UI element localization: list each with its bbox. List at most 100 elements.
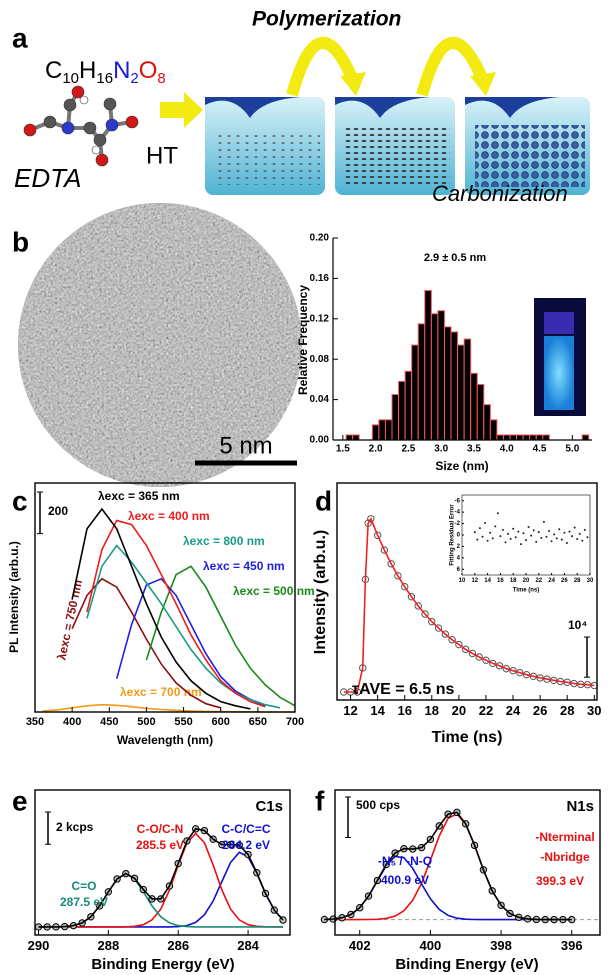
- bar: [411, 344, 419, 441]
- data-point: [522, 532, 525, 535]
- bar: [443, 326, 452, 441]
- data-point: [509, 666, 517, 675]
- legend-label: λexc = 750 nm: [54, 578, 85, 661]
- x-tick-label: 16: [397, 703, 411, 718]
- atom: [125, 115, 139, 129]
- x-tick-label: 30: [587, 578, 594, 584]
- x-tick-label: 500: [137, 716, 155, 728]
- scale-bar-label: 500 cps: [356, 798, 400, 812]
- data-point: [499, 535, 502, 538]
- bar: [384, 419, 393, 441]
- data-point: [491, 537, 494, 540]
- x-tick-label: 4.5: [533, 444, 547, 455]
- data-point: [473, 531, 476, 534]
- atom: [43, 115, 57, 129]
- y-tick-label: 6: [457, 567, 461, 573]
- data-point: [434, 624, 443, 632]
- data-point: [495, 662, 504, 670]
- process-boxes: [205, 97, 590, 195]
- series-line: [324, 811, 572, 921]
- data-point: [527, 526, 530, 528]
- plot-frame: [334, 789, 601, 936]
- data-point: [571, 535, 574, 538]
- x-tick-label: 550: [174, 716, 192, 728]
- x-tick-label: 28: [560, 703, 574, 718]
- data-point: [563, 531, 566, 534]
- formula-part: O: [139, 57, 158, 84]
- data-point: [509, 538, 512, 540]
- data-point: [581, 539, 584, 542]
- bar: [430, 313, 439, 441]
- x-tick-label: 286: [167, 938, 189, 953]
- bar: [378, 419, 386, 441]
- series-line: [86, 544, 281, 709]
- atom: [71, 85, 85, 99]
- y-tick-label: -4: [455, 510, 461, 516]
- bar: [391, 394, 400, 441]
- bar: [496, 434, 504, 441]
- data-point: [489, 531, 492, 534]
- series-line: [145, 565, 296, 707]
- data-point: [401, 582, 409, 591]
- y-tick-label: 4: [457, 555, 461, 561]
- series-line: [38, 827, 284, 928]
- tem-noise: [18, 203, 302, 487]
- peak-label: 400.9 eV: [381, 873, 429, 887]
- bar: [345, 434, 354, 441]
- data-point: [537, 531, 540, 534]
- x-tick-label: 10: [459, 578, 466, 584]
- data-point: [540, 536, 543, 539]
- data-point: [532, 529, 535, 532]
- bar: [483, 404, 491, 441]
- atom: [105, 118, 119, 132]
- annotation: τAVE = 6.5 ns: [352, 681, 455, 698]
- x-tick-label: 14: [370, 703, 385, 718]
- data-point: [461, 645, 470, 654]
- data-point: [455, 640, 463, 649]
- x-tick-label: 12: [471, 578, 478, 584]
- y-axis-label: Fitting Residual Error: [450, 504, 456, 566]
- y-tick-label: 0.12: [310, 313, 330, 324]
- scale-bar-label: 10⁴: [568, 618, 587, 632]
- bar: [450, 331, 459, 441]
- x-tick-label: 22: [479, 703, 493, 718]
- x-tick-label: 600: [212, 716, 230, 728]
- bar: [529, 434, 537, 441]
- arrow: [160, 92, 203, 128]
- x-tick-label: 2.5: [401, 444, 415, 455]
- data-point: [380, 546, 389, 554]
- y-tick-label: 0.04: [310, 394, 330, 405]
- polymers: [345, 125, 450, 185]
- peak-label: -Nterminal: [535, 830, 594, 844]
- data-point: [507, 532, 510, 535]
- plot-frame: [336, 482, 598, 701]
- peak-label: -Nbridge: [540, 850, 590, 864]
- x-tick-label: 20: [523, 578, 530, 584]
- x-tick-label: 30: [587, 703, 601, 718]
- formula-part: N: [113, 57, 130, 84]
- x-tick-label: 700: [286, 716, 304, 728]
- panel-label: d: [315, 485, 332, 516]
- data-point: [550, 540, 553, 543]
- panel-label: e: [12, 785, 28, 816]
- x-tick-label: 18: [425, 703, 439, 718]
- x-axis-label: Time (ns): [513, 588, 540, 594]
- x-axis-label: Time (ns): [432, 729, 503, 746]
- y-tick-label: 0.16: [310, 273, 330, 284]
- spectrum-title: N1s: [566, 798, 594, 815]
- step-label: Carbonization: [432, 181, 568, 206]
- data-point: [565, 542, 568, 544]
- x-tick-label: 12: [343, 703, 357, 718]
- x-tick-label: 26: [533, 703, 547, 718]
- atom: [91, 145, 101, 155]
- series-line: [86, 519, 266, 708]
- data-point: [489, 659, 497, 668]
- data-point: [394, 572, 402, 580]
- x-tick-label: 4.0: [500, 444, 514, 455]
- data-point: [486, 539, 489, 542]
- data-point: [578, 532, 581, 535]
- atom: [79, 95, 89, 105]
- data-point: [414, 602, 422, 610]
- peak-label: 287.5 eV: [60, 895, 108, 909]
- x-tick-label: 402: [349, 938, 371, 953]
